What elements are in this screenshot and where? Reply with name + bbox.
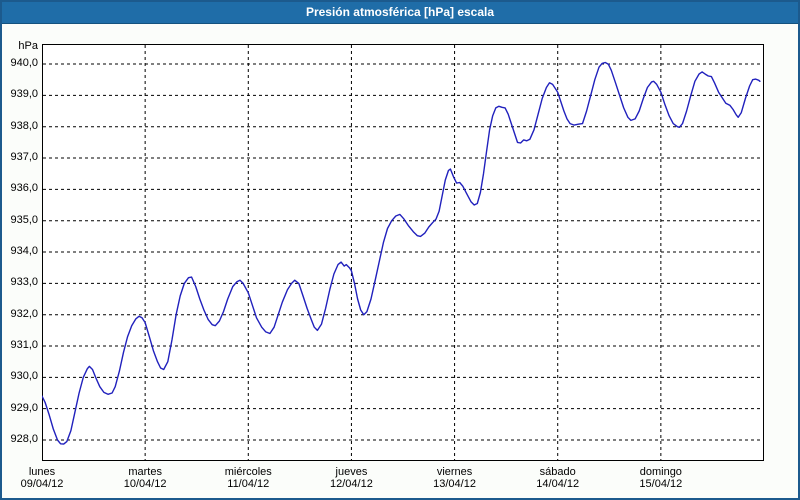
y-tick-label: 929,0 [10,401,38,414]
x-day-label: sábado 14/04/12 [518,466,598,490]
day-name: martes [128,466,162,478]
x-day-label: viernes 13/04/12 [415,466,495,490]
day-name: lunes [28,466,56,478]
x-day-label: jueves 12/04/12 [311,466,391,490]
x-day-label: miércoles 11/04/12 [208,466,288,490]
y-tick-label: 936,0 [10,182,38,195]
y-tick-label: 932,0 [10,307,38,320]
y-tick-label: 928,0 [10,433,38,445]
y-tick-label: 933,0 [10,276,38,289]
title-bar: Presión atmosférica [hPa] escala [2,2,798,24]
chart-area: hPa 940,0 939,0 938,0 937,0 936,0 935,0 934,0 9… [2,24,798,498]
pressure-line-chart [42,44,764,461]
y-tick-label: 938,0 [10,119,38,132]
x-day-label: domingo 15/04/12 [621,466,701,490]
y-tick-label: 940,0 [10,57,38,70]
day-date: 09/04/12 [20,478,64,490]
day-name: domingo [639,466,682,478]
y-tick-label: 937,0 [10,151,38,164]
y-axis-unit-label: hPa [18,40,38,52]
day-date: 14/04/12 [536,478,580,490]
day-date: 11/04/12 [227,478,270,490]
day-date: 12/04/12 [330,478,373,490]
day-name: sábado [539,466,576,478]
x-day-label: martes 10/04/12 [105,466,185,490]
day-name: miércoles [224,466,272,478]
y-tick-label: 930,0 [10,370,38,383]
day-name: viernes [436,466,473,478]
y-tick-label: 939,0 [10,88,38,101]
y-tick-label: 931,0 [10,339,38,352]
pressure-series-line [42,61,761,445]
day-date: 15/04/12 [639,478,683,490]
day-name: jueves [335,466,368,478]
day-date: 13/04/12 [433,478,476,490]
x-day-label: lunes 09/04/12 [2,466,82,490]
y-tick-label: 934,0 [10,245,38,258]
y-tick-label: 935,0 [10,213,38,226]
day-date: 10/04/12 [123,478,167,490]
